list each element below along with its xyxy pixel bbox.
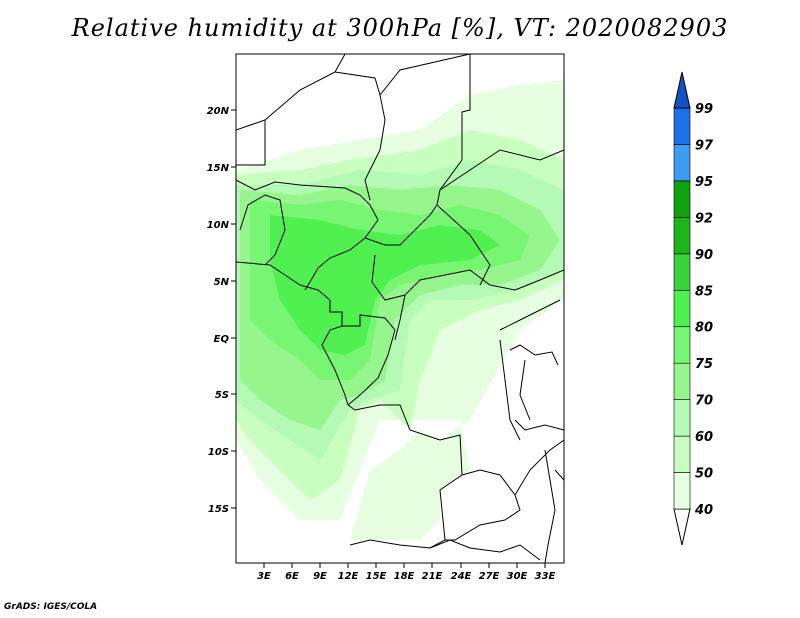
colorbar-level-label: 95 bbox=[695, 175, 713, 190]
rh-shade-80 bbox=[270, 215, 500, 355]
lat-tick-label: 10N bbox=[207, 220, 230, 231]
lat-tick-label: EQ bbox=[214, 334, 230, 345]
colorbar-box bbox=[673, 399, 691, 437]
colorbar-high-triangle bbox=[673, 71, 691, 109]
lon-axis: 3E 6E 9E 12E 15E 18E 21E 24E 27E 30E 33E bbox=[257, 563, 556, 582]
lon-tick-label: 33E bbox=[535, 571, 556, 582]
lat-axis: 20N 15N 10N 5N EQ 5S 10S 15S bbox=[207, 106, 236, 515]
colorbar-level-label: 92 bbox=[695, 211, 713, 226]
lon-tick-label: 21E bbox=[422, 571, 443, 582]
lat-tick-label: 15N bbox=[207, 163, 230, 174]
colorbar-box bbox=[673, 253, 691, 291]
lat-tick-label: 5S bbox=[215, 390, 229, 401]
colorbar-box bbox=[673, 144, 691, 182]
colorbar-box bbox=[673, 472, 691, 510]
colorbar-level-label: 97 bbox=[695, 138, 714, 153]
colorbar-box bbox=[673, 362, 691, 400]
colorbar-labels: 40 50 60 70 75 80 85 90 92 95 97 99 bbox=[694, 102, 714, 518]
lon-tick-label: 30E bbox=[507, 571, 528, 582]
colorbar-level-label: 85 bbox=[695, 284, 713, 299]
lat-tick-label: 20N bbox=[207, 106, 230, 117]
colorbar-level-label: 60 bbox=[695, 430, 713, 445]
lon-tick-label: 24E bbox=[451, 571, 472, 582]
colorbar-box bbox=[673, 217, 691, 255]
colorbar-level-label: 50 bbox=[695, 467, 713, 482]
colorbar-level-label: 90 bbox=[695, 248, 713, 263]
colorbar-low-triangle bbox=[673, 508, 691, 546]
colorbar-box bbox=[673, 107, 691, 145]
lon-tick-label: 15E bbox=[366, 571, 387, 582]
lat-tick-label: 5N bbox=[214, 277, 230, 288]
colorbar-box bbox=[673, 289, 691, 328]
colorbar-level-label: 80 bbox=[695, 321, 713, 336]
lat-tick-label: 15S bbox=[208, 504, 229, 515]
humidity-field bbox=[236, 80, 564, 540]
colorbar-box bbox=[673, 326, 691, 364]
map-frame bbox=[235, 53, 565, 564]
colorbar-level-label: 75 bbox=[695, 357, 713, 372]
lon-tick-label: 12E bbox=[338, 571, 359, 582]
country-borders bbox=[236, 54, 564, 563]
colorbar-level-label: 40 bbox=[694, 503, 713, 518]
colorbar-box bbox=[673, 435, 691, 473]
map-title: Relative humidity at 300hPa [%], VT: 202… bbox=[71, 14, 729, 42]
lon-tick-label: 6E bbox=[285, 571, 299, 582]
lat-tick-label: 10S bbox=[208, 447, 229, 458]
lon-tick-label: 27E bbox=[479, 571, 500, 582]
colorbar-level-label: 99 bbox=[695, 102, 713, 117]
lon-tick-label: 9E bbox=[313, 571, 327, 582]
grads-credit: GrADS: IGES/COLA bbox=[4, 602, 98, 612]
colorbar: 40 50 60 70 75 80 85 90 92 95 97 99 bbox=[673, 71, 714, 546]
colorbar-level-label: 70 bbox=[695, 394, 713, 409]
lon-tick-label: 3E bbox=[257, 571, 271, 582]
colorbar-box bbox=[673, 180, 691, 218]
lon-tick-label: 18E bbox=[394, 571, 415, 582]
colorbar-boxes bbox=[673, 71, 691, 546]
